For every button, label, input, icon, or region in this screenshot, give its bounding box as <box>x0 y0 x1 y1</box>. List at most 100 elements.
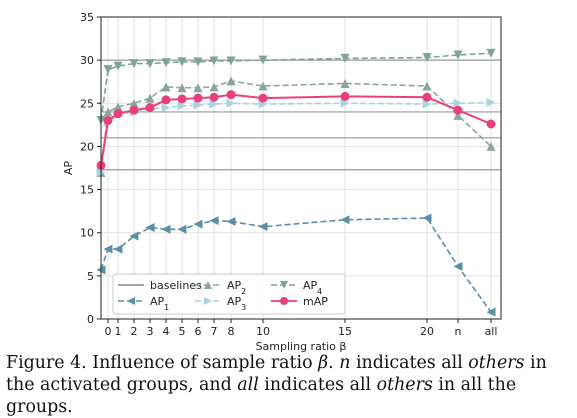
data-point <box>209 216 219 226</box>
data-point <box>113 244 123 254</box>
data-point <box>209 92 219 102</box>
x-axis-ticks: 0 1 2 3 4 5 6 7 8 10 15 20 n all <box>105 319 497 338</box>
data-point <box>177 101 187 111</box>
data-point <box>129 98 139 108</box>
series-ap1 <box>96 213 496 317</box>
data-point <box>453 105 463 115</box>
data-point <box>193 93 203 103</box>
data-point <box>453 98 463 108</box>
y-tick-label: 20 <box>80 140 94 153</box>
series-line <box>100 93 492 166</box>
data-point <box>486 141 496 151</box>
data-point <box>422 53 432 63</box>
data-point <box>161 95 171 105</box>
data-point <box>145 59 155 69</box>
x-tick-label: 15 <box>338 325 352 338</box>
baseline-lines <box>101 59 501 171</box>
caption-n: n <box>339 353 351 373</box>
caption-all: all <box>237 375 259 395</box>
data-point <box>103 244 113 254</box>
caption-others-2: others <box>376 375 433 395</box>
y-tick-label: 5 <box>87 270 94 283</box>
data-point <box>422 81 432 91</box>
data-point <box>486 307 496 317</box>
data-point <box>226 98 236 108</box>
data-point <box>486 119 496 129</box>
x-tick-label: 1 <box>115 325 122 338</box>
caption-others-1: others <box>468 353 525 373</box>
data-point <box>177 224 187 234</box>
legend-subscript: 3 <box>241 303 246 312</box>
data-point <box>204 297 212 305</box>
figure-caption: Figure 4. Influence of sample ratio β. n… <box>6 352 574 418</box>
data-point <box>103 65 113 75</box>
caption-text-5: indicates all <box>258 375 377 395</box>
data-point <box>204 281 212 289</box>
data-point <box>226 216 236 226</box>
data-point <box>226 90 236 100</box>
data-point <box>258 55 268 65</box>
data-point <box>161 103 171 113</box>
data-point <box>453 110 463 120</box>
caption-label: Figure 4. <box>6 353 87 373</box>
data-point <box>340 78 350 88</box>
data-point <box>177 94 187 104</box>
data-point <box>129 59 139 69</box>
x-tick-label: 6 <box>195 325 202 338</box>
caption-text-3: indicates all <box>350 353 469 373</box>
data-point <box>422 92 432 102</box>
data-point <box>113 102 123 112</box>
data-point <box>113 61 123 71</box>
x-tick-label: n <box>455 325 462 338</box>
data-point <box>103 107 113 117</box>
x-tick-label: 7 <box>211 325 218 338</box>
series-map <box>96 90 496 170</box>
data-point <box>161 224 171 234</box>
x-axis-title: Sampling ratio β <box>256 340 347 353</box>
legend-label: mAP <box>303 295 328 308</box>
caption-text-2: . <box>328 353 340 373</box>
data-point <box>129 105 139 115</box>
x-tick-label: 0 <box>105 325 112 338</box>
data-point <box>422 99 432 109</box>
data-point <box>145 103 155 113</box>
data-point <box>193 83 203 93</box>
data-point <box>161 82 171 92</box>
data-point <box>226 56 236 66</box>
series-ap4 <box>96 48 496 126</box>
data-point <box>453 261 463 271</box>
series-ap2 <box>96 76 496 177</box>
data-point <box>193 219 203 229</box>
data-point <box>103 116 113 126</box>
data-series <box>96 48 496 317</box>
data-point <box>193 57 203 67</box>
y-axis-ticks: 0 5 10 15 20 25 30 35 <box>80 11 101 326</box>
data-point <box>422 213 432 223</box>
legend-entry: AP3 <box>195 295 246 312</box>
series-line <box>100 52 492 121</box>
caption-beta: β <box>318 353 329 373</box>
plot-frame <box>100 16 502 320</box>
x-tick-label: 5 <box>179 325 186 338</box>
legend-subscript: 4 <box>317 287 322 296</box>
data-point <box>177 57 187 67</box>
legend-box <box>112 273 346 315</box>
y-tick-label: 25 <box>80 97 94 110</box>
data-point <box>161 58 171 68</box>
x-tick-label: 20 <box>420 325 434 338</box>
y-tick-label: 35 <box>80 11 94 24</box>
legend-subscript: 2 <box>241 287 246 296</box>
data-point <box>177 83 187 93</box>
data-point <box>486 97 496 107</box>
data-point <box>145 93 155 103</box>
data-point <box>486 48 496 58</box>
legend-entry: baselines <box>118 279 202 292</box>
data-point <box>193 100 203 110</box>
y-axis-title: AP <box>62 161 75 176</box>
data-point <box>280 281 288 289</box>
data-point <box>209 99 219 109</box>
legend-label: baselines <box>150 279 202 292</box>
data-point <box>127 297 135 305</box>
data-point <box>209 82 219 92</box>
data-point <box>340 53 350 63</box>
